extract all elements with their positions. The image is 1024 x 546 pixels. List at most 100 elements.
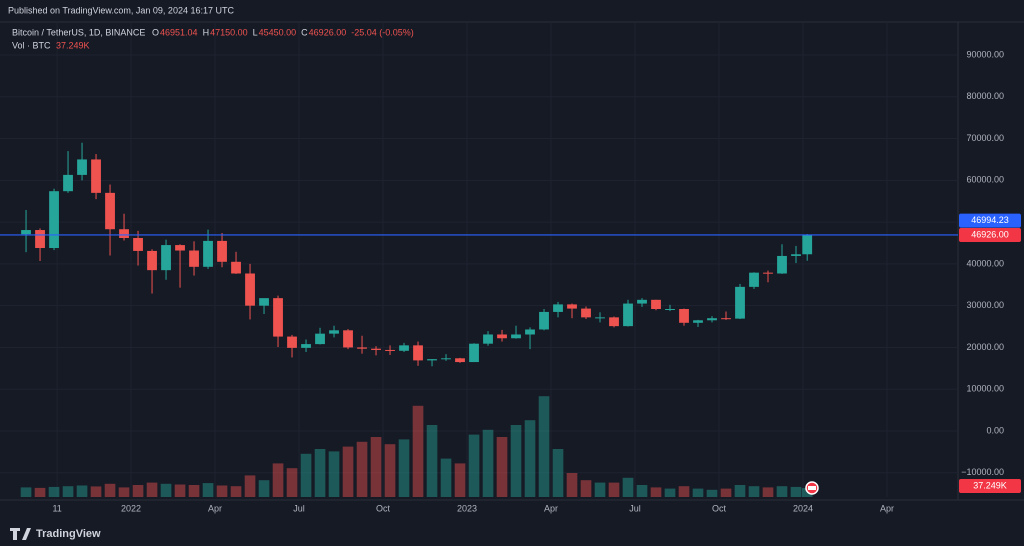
candle-body: [105, 192, 115, 230]
candle-body: [595, 317, 605, 319]
volume-bar: [34, 487, 46, 497]
price-tag-label: 46994.23: [971, 215, 1009, 225]
candle-body: [91, 159, 101, 193]
x-tick-label: Apr: [544, 503, 558, 513]
ohlc-key: C: [301, 27, 308, 37]
volume-bar: [384, 444, 396, 497]
volume-bar: [314, 449, 326, 497]
candle-body: [315, 333, 325, 345]
brand: TradingView: [36, 528, 101, 540]
volume-bar: [370, 437, 382, 497]
candle-body: [175, 245, 185, 251]
volume-bar: [706, 489, 718, 497]
volume-bar: [440, 458, 452, 497]
candle-body: [203, 240, 213, 267]
price-tag: [959, 227, 1021, 242]
volume-bar: [566, 473, 578, 497]
candle-body: [301, 344, 311, 348]
candle-body: [399, 345, 409, 351]
volume-bar: [160, 483, 172, 497]
candle-body: [287, 336, 297, 348]
volume-bar: [594, 482, 606, 497]
candle-body: [357, 347, 367, 349]
candle-body: [791, 254, 801, 256]
ohlc-value: 45450.00: [259, 27, 297, 37]
candle-body: [707, 318, 717, 321]
volume-bar: [118, 487, 130, 497]
published-note: Published on TradingView.com, Jan 09, 20…: [8, 5, 234, 15]
ohlc-key: O: [152, 27, 159, 37]
candle-body: [329, 330, 339, 334]
candle-body: [77, 159, 87, 175]
x-tick-label: Jul: [629, 503, 641, 513]
volume-bar: [174, 484, 186, 497]
price-tag: [959, 213, 1021, 228]
volume-bar: [286, 468, 298, 497]
candle-body: [637, 299, 647, 304]
candle-body: [49, 191, 59, 249]
y-tick-label: 30000.00: [966, 300, 1004, 310]
volume-bar: [272, 463, 284, 497]
candle-body: [665, 309, 675, 311]
volume-bar: [104, 483, 116, 497]
volume-bar: [76, 485, 88, 497]
candle-body: [245, 273, 255, 306]
candle-body: [217, 240, 227, 262]
ohlc-key: L: [253, 27, 258, 37]
volume-last: 37.249K: [56, 40, 90, 50]
candle-body: [553, 304, 563, 312]
candle-body: [609, 317, 619, 327]
candle-body: [147, 250, 157, 271]
volume-bar: [216, 485, 228, 497]
volume-bar: [748, 486, 760, 497]
x-tick-label: 2022: [121, 503, 141, 513]
candle-body: [679, 309, 689, 323]
candle-body: [231, 261, 241, 274]
volume-bar: [328, 451, 340, 497]
volume-tag-label: 37.249K: [973, 480, 1007, 490]
event-icon-flag: [808, 486, 816, 490]
candle-body: [735, 286, 745, 319]
volume-bar: [636, 485, 648, 497]
y-tick-label: 70000.00: [966, 133, 1004, 143]
volume-name: Vol · BTC: [12, 40, 51, 50]
volume-tag: [959, 479, 1021, 494]
x-tick-label: 11: [52, 503, 61, 513]
volume-bar: [524, 420, 536, 497]
y-tick-label: 20000.00: [966, 342, 1004, 352]
volume-bar: [776, 486, 788, 497]
volume-bar: [90, 486, 102, 497]
volume-bar: [720, 488, 732, 497]
candle-body: [259, 298, 269, 306]
candle-body: [693, 320, 703, 323]
overlay: Bitcoin / TetherUS, 1D, BINANCE -25.04 (…: [10, 27, 819, 540]
volume-bar: [482, 429, 494, 497]
ohlc-value: 47150.00: [210, 27, 248, 37]
volume-bar: [20, 487, 32, 497]
candle-body: [497, 334, 507, 339]
volume-bar: [552, 449, 564, 497]
candle-body: [539, 311, 549, 330]
volume-bar: [608, 482, 620, 497]
volume-bar: [762, 487, 774, 497]
candle-body: [161, 245, 171, 271]
volume-bar: [48, 486, 60, 497]
volume-bar: [342, 446, 354, 497]
candle-body: [581, 308, 591, 318]
volume-bar: [258, 480, 270, 497]
volume-bar: [412, 405, 424, 497]
y-tick-label: 80000.00: [966, 91, 1004, 101]
volume-bar: [188, 485, 200, 497]
candle-body: [413, 345, 423, 361]
candle-body: [343, 330, 353, 348]
candle-body: [385, 349, 395, 351]
x-tick-label: 2023: [457, 503, 477, 513]
plot-area: [0, 22, 958, 497]
price-tag-label: 46926.00: [971, 229, 1009, 239]
candle-body: [651, 299, 661, 310]
candle-body: [567, 304, 577, 309]
volume-bar: [230, 486, 242, 497]
x-tick-label: Oct: [712, 503, 727, 513]
volume-bar: [580, 480, 592, 497]
